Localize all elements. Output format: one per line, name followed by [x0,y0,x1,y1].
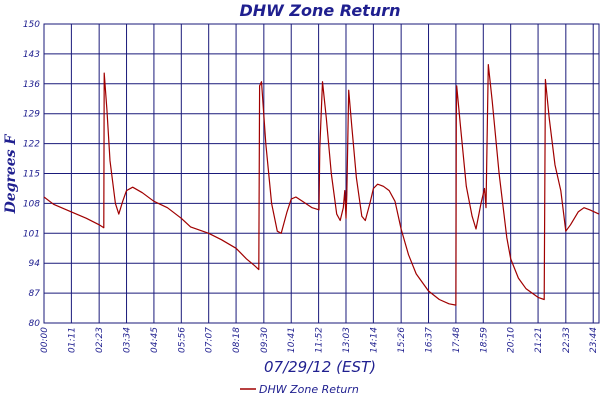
x-tick-label: 16:37 [425,327,435,353]
y-tick-label: 94 [29,259,41,269]
x-tick-label: 07:07 [205,327,215,353]
y-tick-label: 136 [23,80,40,90]
x-tick-label: 04:45 [150,327,160,353]
series-layer [43,63,600,306]
y-tick-label: 122 [23,140,40,150]
x-tick-label: 21:21 [534,327,544,353]
x-tick-label: 10:41 [287,327,297,353]
series-line-dhw-zone-return [43,63,600,306]
x-tick-label: 23:44 [589,327,599,353]
y-axis-label: Degrees F [3,134,19,215]
x-tick-label: 20:10 [507,327,517,353]
x-tick-label: 05:56 [177,327,187,353]
y-tick-label: 115 [23,170,40,180]
x-tick-label: 17:48 [452,327,462,353]
y-tick-label: 108 [23,199,40,209]
x-axis-label: 07/29/12 (EST) [264,358,376,376]
y-tick-label: 101 [23,229,40,239]
x-tick-label: 09:30 [260,327,270,353]
x-tick-label: 18:59 [479,327,489,353]
y-tick-labels: 80 87 94 101 108 115 122 129 136 143 150 [23,20,40,329]
x-tick-label: 01:11 [67,327,77,353]
x-tick-label: 13:03 [342,327,352,353]
legend-label: DHW Zone Return [259,383,359,396]
y-tick-label: 143 [23,50,40,60]
x-tick-label: 02:23 [95,327,105,353]
x-tick-label: 11:52 [315,327,325,353]
y-tick-label: 80 [29,319,41,329]
x-tick-labels: 00:00 01:11 02:23 03:34 04:45 05:56 07:07 08:18… [40,327,599,353]
x-tick-label: 14:14 [369,327,379,353]
y-tick-label: 87 [29,289,41,299]
x-tick-label: 22:33 [562,327,572,353]
y-tick-label: 150 [23,20,40,30]
y-tick-label: 129 [23,110,40,120]
x-tick-label: 08:18 [232,327,242,353]
x-tick-label: 03:34 [123,327,133,353]
x-tick-label: 15:26 [397,327,407,353]
grid-lines [43,23,600,324]
x-tick-label: 00:00 [40,327,50,353]
chart-title: DHW Zone Return [240,1,401,20]
legend: DHW Zone Return [240,383,359,396]
